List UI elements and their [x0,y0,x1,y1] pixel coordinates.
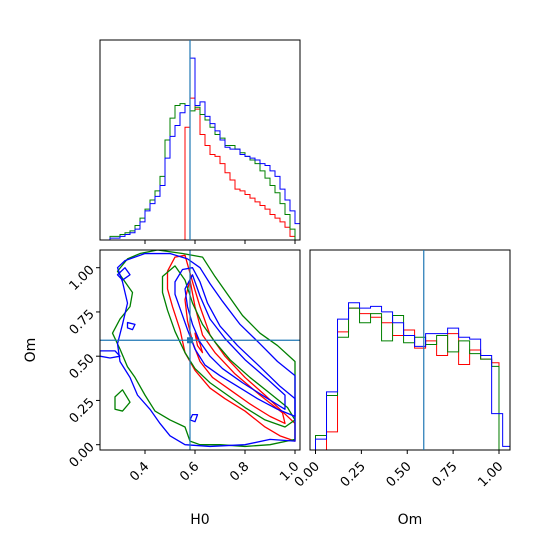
contour-line-series_red [184,279,286,425]
om-hist-plot-area [315,302,510,450]
om-histogram-panel: 0.00 0.25 0.50 0.75 1.00 [292,249,511,490]
contour-line-series_blue [126,321,136,331]
contour-line-series_green [161,265,296,428]
contour-plot-area [100,250,300,450]
h0-hist-series-series_blue [109,57,300,240]
contour-y-tick-label: 0.75 [67,307,98,338]
om-hist-x-tick-label: 0.50 [384,459,415,490]
h0-hist-plot-area [109,57,300,240]
om-hist-x-tick-label: 1.00 [475,459,506,490]
contour-line-series_blue [100,350,121,359]
contour-y-tick-label: 0.25 [67,395,98,426]
om-hist-series-series_green [315,307,500,450]
h0-hist-frame [99,39,301,241]
contour-line-series_blue [116,267,131,281]
contour-y-tick-label: 0.50 [67,351,98,382]
h0-histogram-panel [99,39,301,244]
om-hist-x-tick-label: 0.00 [292,459,323,490]
contour-y-tick-label: 0.00 [67,440,98,471]
h0-hist-series-series_red [175,97,296,240]
h0-hist-series-series_green [109,103,296,240]
contour-x-tick-label: 0.6 [177,459,202,484]
om-axis-title: Om [398,512,423,528]
contour-frame [99,249,301,451]
contour-y-tick-label: 1.00 [67,263,98,294]
om-hist-frame [309,249,511,451]
om-hist-series-series_blue [315,302,510,450]
contour-line-series_green [114,389,131,412]
contour-truth-marker [187,337,193,344]
contour-line-series_blue [184,274,286,410]
contour-line-series_green [111,250,296,448]
h0-axis-title: H0 [190,512,209,528]
contour-line-series_blue [189,413,199,423]
om-hist-x-tick-label: 0.75 [429,459,460,490]
om-y-axis-title: Om [23,338,39,363]
contour-line-series_blue [116,252,296,448]
contour-x-tick-label: 0.8 [227,459,252,484]
om-hist-x-tick-label: 0.25 [338,459,369,490]
contour-x-tick-label: 0.4 [127,459,152,484]
h0-om-contour-panel: 0.4 0.6 0.8 1.00.000.250.500.751.00 [67,249,302,485]
om-hist-series-series_red [326,307,500,450]
